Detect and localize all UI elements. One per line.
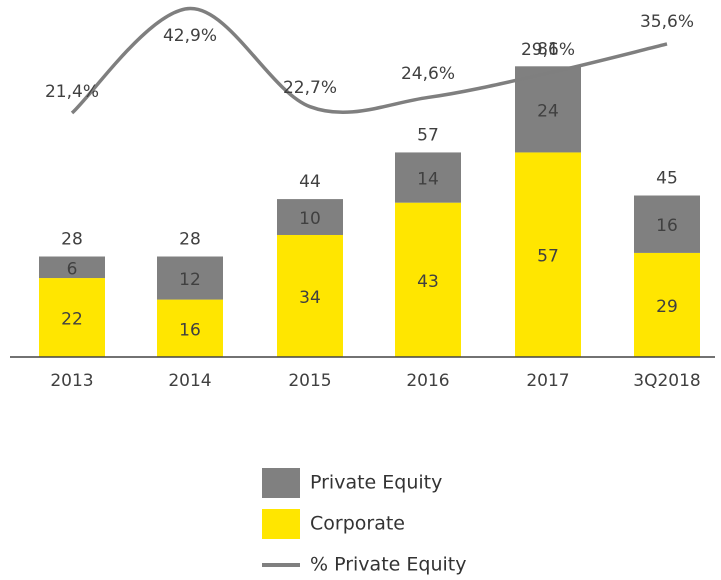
segment-label: 43 <box>417 272 439 292</box>
segment-label: 29 <box>656 297 678 317</box>
line-label: 42,9% <box>163 26 217 46</box>
bar-segment <box>157 299 223 357</box>
segment-label: 14 <box>417 170 439 190</box>
legend-label: Private Equity <box>310 472 442 494</box>
segment-label: 57 <box>537 247 559 267</box>
total-label: 28 <box>61 230 83 250</box>
x-tick-label: 2017 <box>526 371 569 391</box>
line-label: 35,6% <box>640 12 694 32</box>
line-label: 22,7% <box>283 78 337 98</box>
bar-segment <box>39 256 105 279</box>
segment-label: 34 <box>299 288 321 308</box>
bar-segment <box>515 152 581 357</box>
total-label: 45 <box>656 169 678 189</box>
bar-segment <box>395 202 461 357</box>
x-tick-label: 2015 <box>288 371 331 391</box>
segment-label: 6 <box>67 259 78 279</box>
bar-segment <box>277 199 343 235</box>
segment-label: 16 <box>179 320 201 340</box>
legend-label: Corporate <box>310 513 405 535</box>
segment-label: 16 <box>656 216 678 236</box>
total-label: 57 <box>417 125 439 145</box>
x-tick-label: 3Q2018 <box>633 371 700 391</box>
bar-segment <box>515 66 581 153</box>
bar-segment <box>634 195 700 253</box>
total-label: 81 <box>537 39 559 59</box>
bar-segment <box>157 256 223 300</box>
segment-label: 24 <box>537 101 559 121</box>
x-tick-label: 2013 <box>50 371 93 391</box>
legend-swatch <box>262 509 300 539</box>
line-label: 29,6% <box>521 40 575 60</box>
line-label: 21,4% <box>45 82 99 102</box>
line-series <box>70 6 668 115</box>
total-label: 44 <box>299 172 321 192</box>
bar-segment <box>277 234 343 357</box>
x-tick-label: 2014 <box>168 371 211 391</box>
legend-swatch <box>262 468 300 498</box>
segment-label: 10 <box>299 209 321 229</box>
total-label: 28 <box>179 230 201 250</box>
segment-label: 12 <box>179 270 201 290</box>
bar-segment <box>634 252 700 357</box>
legend-label: % Private Equity <box>310 554 466 576</box>
bar-segment <box>39 278 105 357</box>
bar-segment <box>395 152 461 203</box>
segment-label: 22 <box>61 310 83 330</box>
x-tick-label: 2016 <box>406 371 449 391</box>
line-label: 24,6% <box>401 64 455 84</box>
